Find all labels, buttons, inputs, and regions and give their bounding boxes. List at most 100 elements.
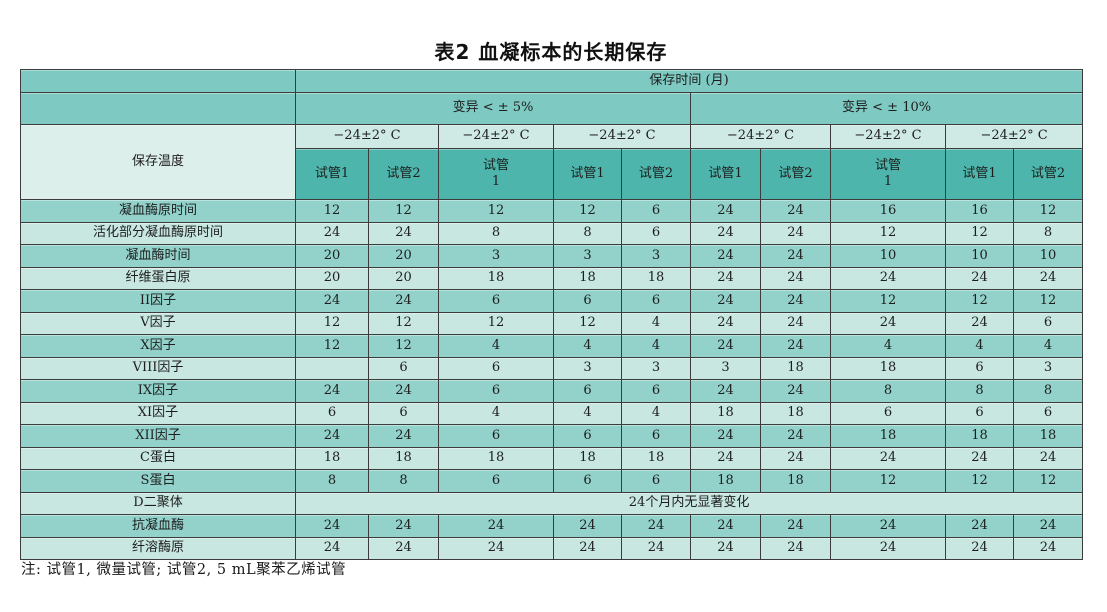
value-cell: 24 — [830, 536, 946, 560]
value-cell: 10 — [830, 244, 946, 268]
value-cell: 10 — [945, 244, 1014, 268]
value-cell: 3 — [621, 356, 691, 380]
value-cell: 24 — [690, 199, 761, 223]
tube-header-cell: 试管1 — [690, 148, 761, 200]
variation-5pct-header: 变异 < ± 5% — [295, 92, 691, 125]
storage-time-header: 保存时间 (月) — [294, 69, 1084, 93]
value-cell: 12 — [368, 334, 439, 358]
value-cell: 24 — [760, 311, 831, 335]
value-cell: 24 — [295, 514, 369, 538]
value-cell: 24 — [690, 244, 761, 268]
value-cell: 20 — [368, 266, 439, 290]
value-cell: 6 — [295, 401, 369, 425]
value-cell: 24 — [438, 536, 554, 560]
value-cell: 6 — [945, 401, 1014, 425]
value-cell: 18 — [438, 446, 554, 470]
table-body: 凝血酶原时间 12 12 12 12 6 24 24 16 16 12 活化部分凝血酶原时间 24 24 8… — [20, 199, 1084, 560]
value-cell: 24 — [1012, 536, 1084, 560]
value-cell: 24 — [368, 514, 439, 538]
table-row: 抗凝血酶 24 24 24 24 24 24 24 24 24 24 — [20, 514, 1084, 538]
value-cell: 4 — [438, 401, 554, 425]
value-cell: 12 — [368, 199, 439, 223]
value-cell: 6 — [438, 469, 554, 493]
value-cell: 12 — [830, 469, 946, 493]
value-cell: 24 — [295, 536, 369, 560]
row-label-cell: X因子 — [20, 334, 296, 358]
footnote: 注: 试管1, 微量试管; 试管2, 5 mL聚苯乙烯试管 — [21, 562, 347, 578]
value-cell: 6 — [621, 221, 691, 245]
header-row-storage-time: 保存时间 (月) — [20, 69, 1084, 93]
value-cell: 12 — [1012, 199, 1084, 223]
tube-header-cell: 试管2 — [368, 148, 439, 200]
table-caption: 表2 血凝标本的长期保存 — [434, 40, 668, 64]
value-cell: 20 — [295, 244, 369, 268]
value-cell: 12 — [438, 311, 554, 335]
value-cell: 6 — [438, 356, 554, 380]
temp-header-cell: −24±2° C — [295, 124, 439, 149]
tube-header-cell: 试管2 — [1012, 148, 1084, 200]
table-row: XII因子 24 24 6 6 6 24 24 18 18 18 — [20, 424, 1084, 448]
value-cell: 24 — [945, 311, 1014, 335]
value-cell: 18 — [760, 356, 831, 380]
value-cell: 6 — [368, 356, 439, 380]
value-cell: 18 — [690, 469, 761, 493]
value-cell: 24 — [690, 289, 761, 313]
value-cell: 6 — [621, 424, 691, 448]
corner-empty-cell-bottom — [20, 92, 296, 125]
value-cell: 8 — [1012, 221, 1084, 245]
merged-note-cell: 24个月内无显著变化 — [294, 491, 1084, 515]
value-cell: 24 — [368, 221, 439, 245]
value-cell: 24 — [760, 266, 831, 290]
value-cell: 24 — [690, 266, 761, 290]
value-cell: 4 — [553, 401, 622, 425]
value-cell: 24 — [690, 379, 761, 403]
value-cell: 18 — [621, 446, 691, 470]
tube-header-cell: 试管1 — [945, 148, 1014, 200]
value-cell: 18 — [553, 266, 622, 290]
value-cell: 6 — [621, 379, 691, 403]
row-label-cell: XII因子 — [20, 424, 296, 448]
value-cell: 24 — [1012, 266, 1084, 290]
table-row: S蛋白 8 8 6 6 6 18 18 12 12 12 — [20, 469, 1084, 493]
value-cell: 6 — [368, 401, 439, 425]
value-cell: 24 — [760, 221, 831, 245]
row-label-cell: VIII因子 — [20, 356, 296, 380]
value-cell: 20 — [368, 244, 439, 268]
value-cell: 24 — [438, 514, 554, 538]
value-cell: 24 — [760, 379, 831, 403]
value-cell: 6 — [945, 356, 1014, 380]
value-cell: 24 — [621, 536, 691, 560]
table-row: VIII因子 6 6 3 3 3 18 18 6 3 — [20, 356, 1084, 380]
value-cell: 4 — [621, 334, 691, 358]
value-cell: 18 — [830, 356, 946, 380]
value-cell: 24 — [690, 311, 761, 335]
value-cell: 24 — [690, 221, 761, 245]
value-cell: 3 — [553, 356, 622, 380]
value-cell: 24 — [760, 289, 831, 313]
value-cell: 8 — [830, 379, 946, 403]
value-cell: 4 — [830, 334, 946, 358]
row-label-cell: II因子 — [20, 289, 296, 313]
value-cell: 8 — [553, 221, 622, 245]
value-cell: 18 — [690, 401, 761, 425]
value-cell: 20 — [295, 266, 369, 290]
value-cell: 24 — [368, 289, 439, 313]
value-cell: 12 — [1012, 289, 1084, 313]
value-cell: 4 — [438, 334, 554, 358]
value-cell: 24 — [690, 514, 761, 538]
row-label-cell: IX因子 — [20, 379, 296, 403]
value-cell: 24 — [760, 446, 831, 470]
value-cell: 12 — [945, 469, 1014, 493]
header-row-tube: 试管1 试管2 试管 1 试管1 试管2 试管1 试管2 试管 1 试管1 试管… — [21, 148, 1084, 200]
row-label-cell: 抗凝血酶 — [20, 514, 296, 538]
value-cell: 24 — [690, 446, 761, 470]
value-cell: 6 — [438, 424, 554, 448]
value-cell: 6 — [553, 424, 622, 448]
variation-10pct-header: 变异 < ± 10% — [689, 92, 1084, 125]
value-cell: 18 — [553, 446, 622, 470]
table-row: 纤维蛋白原 20 20 18 18 18 24 24 24 24 24 — [20, 266, 1084, 290]
header-row-temperature: 保存温度 −24±2° C −24±2° C −24±2° C −24±2° C… — [20, 124, 1084, 200]
value-cell: 6 — [553, 469, 622, 493]
value-cell: 18 — [1012, 424, 1084, 448]
table-row: D二聚体 24个月内无显著变化 — [20, 491, 1084, 515]
